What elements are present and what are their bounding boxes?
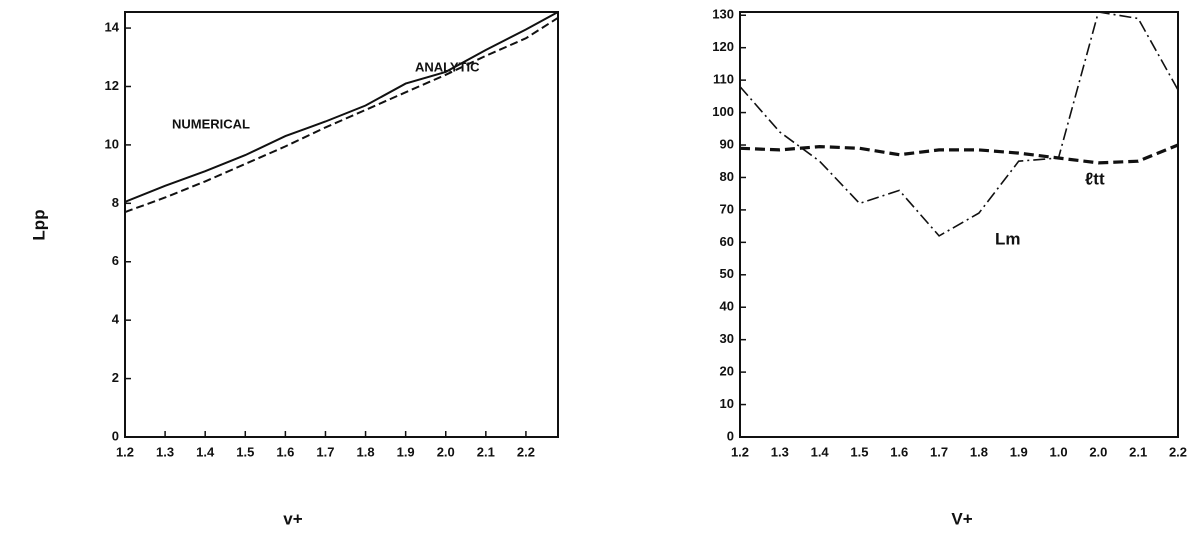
- y-tick-label: 0: [112, 428, 119, 443]
- y-tick-label: 30: [720, 331, 734, 346]
- y-tick-label: 50: [720, 266, 734, 281]
- y-tick-label: 2: [112, 370, 119, 385]
- y-tick-label: 10: [720, 396, 734, 411]
- x-tick-label: 1.3: [156, 444, 174, 459]
- x-tick-label: 1.3: [771, 444, 789, 459]
- series-line: [739, 143, 1179, 165]
- y-tick-label: 4: [112, 312, 120, 327]
- series-label: ℓtt: [1085, 169, 1105, 188]
- y-tick-label: 14: [105, 20, 120, 35]
- series-label: ANALYTIC: [415, 59, 480, 74]
- x-tick-label: 1.2: [116, 444, 134, 459]
- x-axis-label: v+: [283, 509, 302, 528]
- x-tick-label: 1.0: [1050, 444, 1068, 459]
- x-tick-label: 1.8: [357, 444, 375, 459]
- x-axis-label: V+: [951, 509, 972, 528]
- x-tick-label: 2.1: [477, 444, 495, 459]
- x-tick-label: 1.4: [811, 444, 830, 459]
- y-axis-label: Lpp: [29, 209, 48, 240]
- y-tick-label: 70: [720, 201, 734, 216]
- y-tick-label: 60: [720, 234, 734, 249]
- x-tick-label: 1.9: [397, 444, 415, 459]
- y-tick-label: 8: [112, 195, 119, 210]
- x-tick-label: 2.2: [517, 444, 535, 459]
- series-label: NUMERICAL: [172, 116, 250, 131]
- series-line: [124, 11, 559, 203]
- x-tick-label: 1.7: [316, 444, 334, 459]
- x-tick-label: 2.1: [1129, 444, 1147, 459]
- x-tick-label: 1.4: [196, 444, 215, 459]
- x-tick-label: 2.0: [437, 444, 455, 459]
- y-tick-label: 12: [105, 78, 119, 93]
- x-tick-label: 1.6: [890, 444, 908, 459]
- x-tick-label: 1.6: [276, 444, 294, 459]
- x-tick-label: 2.0: [1089, 444, 1107, 459]
- x-tick-label: 1.7: [930, 444, 948, 459]
- y-tick-label: 130: [712, 7, 734, 22]
- y-tick-label: 0: [727, 428, 734, 443]
- x-tick-label: 1.9: [1010, 444, 1028, 459]
- right-frame: [739, 11, 1179, 438]
- series-line: [739, 11, 1179, 237]
- y-tick-label: 110: [713, 72, 734, 87]
- y-tick-label: 100: [712, 104, 734, 119]
- left-frame: [124, 11, 559, 438]
- y-tick-label: 90: [720, 136, 734, 151]
- y-tick-label: 20: [720, 364, 734, 379]
- x-tick-label: 1.5: [236, 444, 254, 459]
- y-tick-label: 80: [720, 169, 734, 184]
- y-tick-label: 10: [105, 136, 119, 151]
- y-tick-label: 40: [720, 299, 734, 314]
- y-tick-label: 120: [712, 39, 734, 54]
- series-label: Lm: [995, 229, 1021, 248]
- x-tick-label: 1.5: [850, 444, 868, 459]
- y-tick-label: 6: [112, 253, 119, 268]
- x-tick-label: 1.8: [970, 444, 988, 459]
- x-tick-label: 2.2: [1169, 444, 1187, 459]
- x-tick-label: 1.2: [731, 444, 749, 459]
- series-line: [124, 16, 559, 214]
